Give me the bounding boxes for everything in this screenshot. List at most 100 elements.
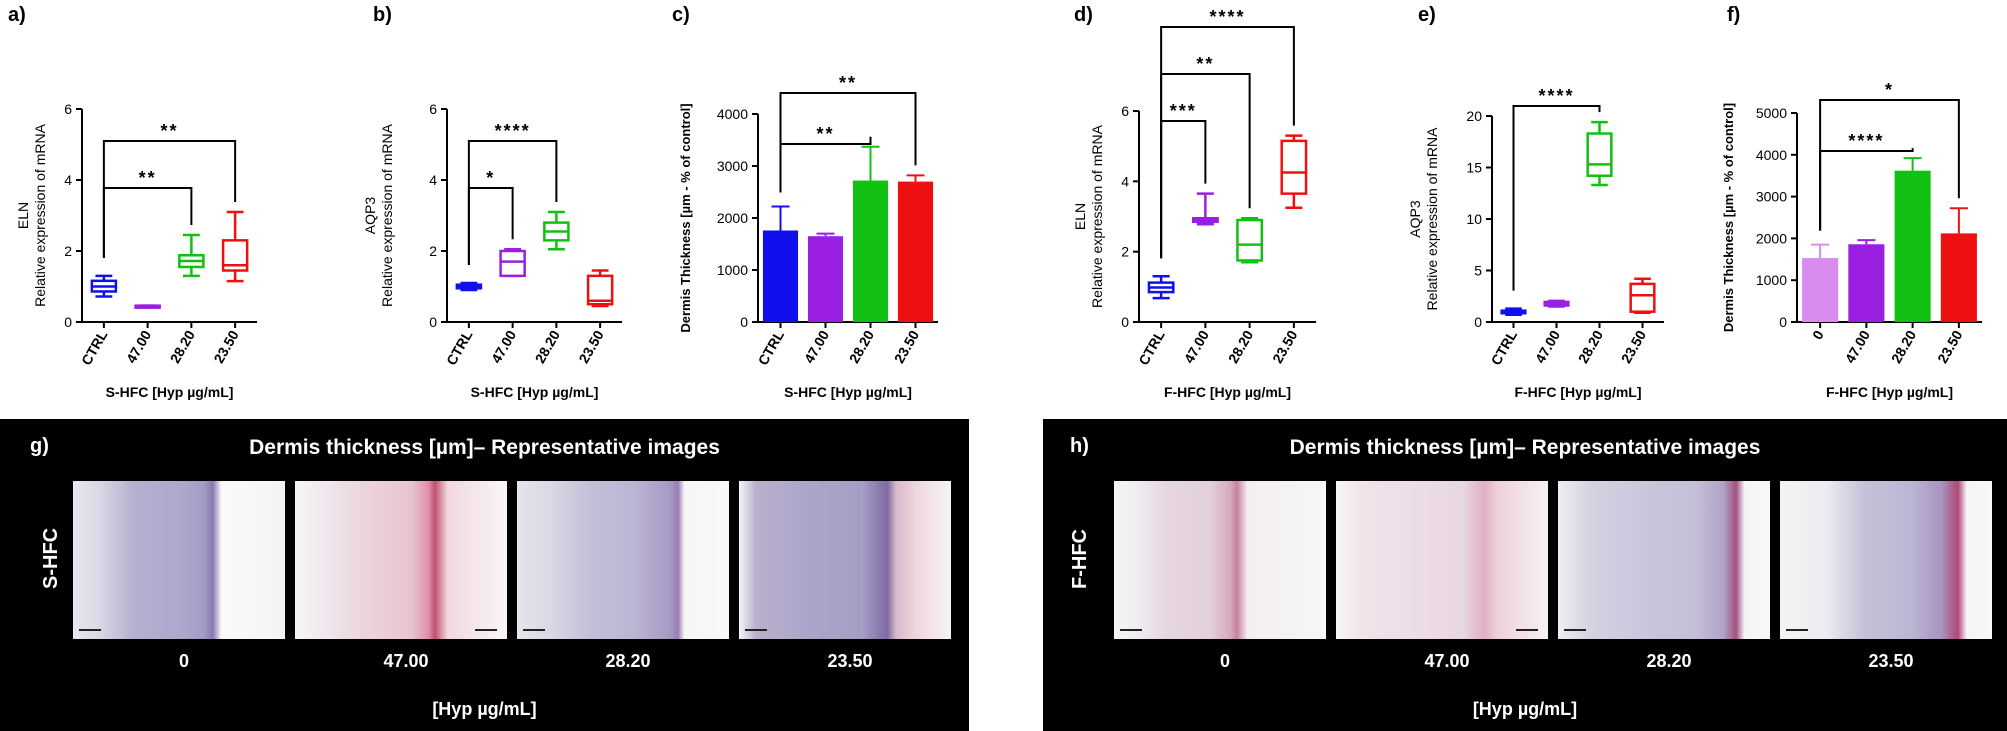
x-tick-label: 47.00 <box>801 327 832 366</box>
y-tick-label: 4000 <box>717 106 748 122</box>
x-axis-title: F-HFC [Hyp µg/mL] <box>1514 384 1641 400</box>
y-tick-label: 4000 <box>1756 147 1787 163</box>
significance-bracket: **** <box>1160 7 1295 259</box>
histology-image-47 <box>1336 481 1548 639</box>
caption-h-3: 23.50 <box>1868 651 1914 671</box>
y-tick-label: 1000 <box>717 262 748 278</box>
bar-0 <box>1802 243 1839 322</box>
y-tick-label: 1000 <box>1756 272 1787 288</box>
side-label-f-hfc: F-HFC <box>1069 529 1091 589</box>
significance-bracket: ** <box>779 73 917 193</box>
y-axis-title: Dermis Thickness [µm - % of control] <box>678 103 693 332</box>
caption-h-0: 0 <box>1219 651 1230 671</box>
significance-stars: ** <box>139 168 157 188</box>
significance-stars: *** <box>1170 101 1197 121</box>
y-axis-title: Relative expression of mRNA <box>1424 127 1440 311</box>
panel-label: c) <box>672 4 690 26</box>
x-tick-label: 47.00 <box>1181 327 1212 366</box>
histology-image-23-50 <box>739 481 951 639</box>
significance-stars: ** <box>816 124 834 144</box>
y-tick-label: 0 <box>429 314 437 330</box>
significance-stars: **** <box>1848 131 1884 151</box>
box-CTRL <box>455 281 483 292</box>
x-axis-title: F-HFC [Hyp µg/mL] <box>1826 384 1953 400</box>
x-tick-label: CTRL <box>78 327 111 368</box>
box-23.50 <box>1629 277 1656 314</box>
histology-image-0 <box>1114 481 1326 639</box>
significance-stars: * <box>486 168 495 188</box>
box-23.50 <box>586 269 614 308</box>
bar <box>807 236 844 322</box>
x-tick-label: 47.00 <box>1532 327 1563 366</box>
chart-f: f) 0 1000 2000 3000 4000 5000 0 47.00 28.20 23.50 F… <box>1721 4 1982 400</box>
y-tick-label: 4 <box>1121 173 1129 189</box>
y-axis-gene-label: ELN <box>1072 203 1088 230</box>
caption-h-1: 47.00 <box>1424 651 1470 671</box>
x-tick-label: 0 <box>1809 327 1827 342</box>
y-tick-label: 0 <box>1779 314 1787 330</box>
y-axis-title: Relative expression of mRNA <box>32 123 48 307</box>
charts-area: a) 0 2 4 6 CTRL 47.00 28.20 23.50 S-HFC [Hyp µg/m… <box>8 4 1982 400</box>
box-iqr <box>1236 218 1264 262</box>
histology-image-47 <box>295 481 507 639</box>
significance-stars: ** <box>1196 54 1214 74</box>
bar-28.20 <box>1894 157 1931 322</box>
panel-label: a) <box>8 4 26 26</box>
caption-g-0: 0 <box>178 651 189 671</box>
box-47.00 <box>1191 192 1219 226</box>
panel-label-h: h) <box>1070 435 1089 457</box>
significance-bracket: **** <box>1512 86 1601 291</box>
x-tick-label: 47.00 <box>123 327 154 366</box>
bracket-line <box>1819 99 1960 231</box>
x-tick-label: CTRL <box>755 327 788 368</box>
y-tick-label: 0 <box>64 314 72 330</box>
caption-h-2: 28.20 <box>1646 651 1692 671</box>
y-axis-title: Relative expression of mRNA <box>1089 124 1105 308</box>
x-tick-label: 47.00 <box>488 327 519 366</box>
box-23.50 <box>1280 134 1308 209</box>
significance-bracket: *** <box>1160 101 1207 259</box>
box-CTRL <box>1147 275 1175 300</box>
panel-label: d) <box>1074 4 1093 26</box>
bracket-line <box>102 140 237 258</box>
chart-e: e) 0 5 10 15 20 CTRL 47.00 28.20 23.50 F-HFC [Hyp … <box>1407 4 1664 400</box>
y-axis-title: Relative expression of mRNA <box>379 123 395 307</box>
captions-g: 0 47.00 28.20 23.50 <box>73 651 961 672</box>
y-tick-label: 3000 <box>1756 189 1787 205</box>
significance-bracket: ** <box>102 121 237 258</box>
significance-bracket: **** <box>467 121 558 265</box>
panel-h: h) Dermis thickness [µm]– Representative… <box>1043 419 2007 731</box>
image-row-g <box>73 481 951 639</box>
bar-47.00 <box>1848 239 1885 322</box>
panel-g: g) Dermis thickness [µm]– Representative… <box>0 419 969 731</box>
panel-label: e) <box>1418 4 1436 26</box>
x-tick-label: 23.50 <box>575 327 606 366</box>
y-tick-label: 2 <box>1121 244 1129 260</box>
y-tick-label: 3000 <box>717 158 748 174</box>
panel-label: b) <box>373 4 392 26</box>
bar <box>897 181 934 322</box>
bar <box>1940 233 1977 322</box>
panel-title-h: Dermis thickness [µm]– Representative im… <box>1289 436 1761 459</box>
histology-image-0 <box>73 481 285 639</box>
image-row-h <box>1114 481 1992 639</box>
bar-28.20 <box>852 145 889 322</box>
y-tick-label: 2 <box>429 243 437 259</box>
y-axis-title: Dermis Thickness [µm - % of control] <box>1721 103 1736 332</box>
significance-stars: **** <box>1538 86 1574 106</box>
panel-label-g: g) <box>30 435 49 457</box>
bar-23.50 <box>897 174 934 322</box>
y-tick-label: 10 <box>1466 211 1482 227</box>
y-tick-label: 20 <box>1466 108 1482 124</box>
box-iqr <box>499 249 526 278</box>
box-28.20 <box>178 233 205 278</box>
box-CTRL <box>1500 307 1527 317</box>
bracket-line <box>1160 120 1207 259</box>
x-tick-label: 28.20 <box>1575 327 1606 366</box>
x-tick-label: 28.20 <box>167 327 198 366</box>
bar-47.00 <box>807 232 844 322</box>
significance-stars: ** <box>839 73 857 93</box>
box-28.20 <box>543 210 570 251</box>
x-tick-label: 23.50 <box>891 327 922 366</box>
bracket-line <box>779 92 917 193</box>
